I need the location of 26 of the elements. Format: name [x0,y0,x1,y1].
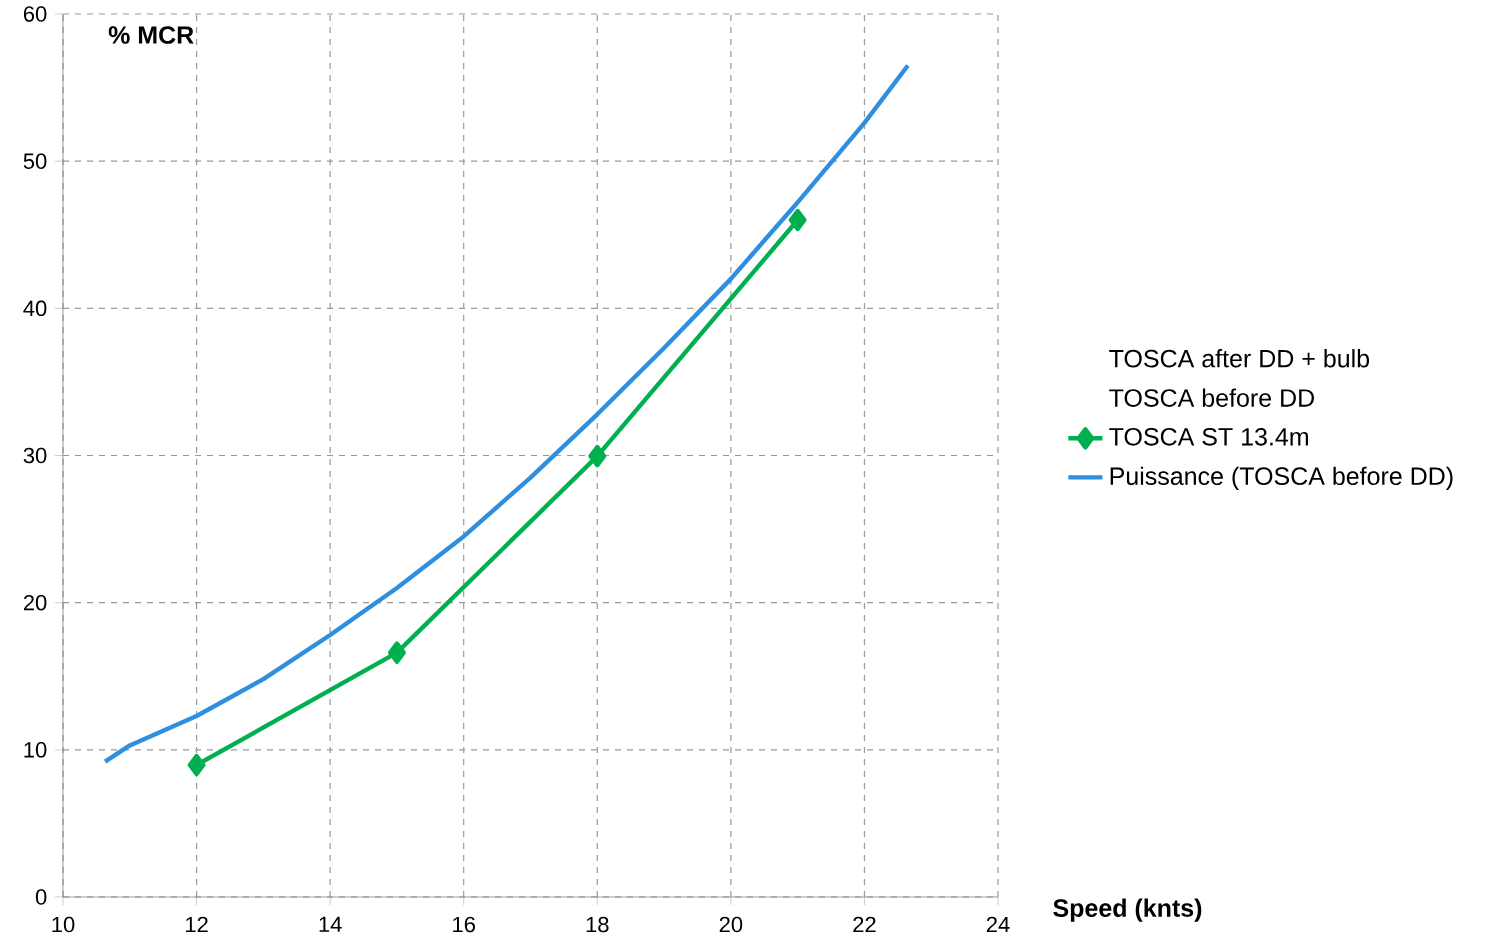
y-tick-label: 0 [35,889,47,905]
y-tick-label: 20 [23,594,47,611]
y-tick-label: 60 [23,6,47,22]
x-tick-label: 22 [853,916,876,933]
x-tick-label: 24 [986,916,1010,933]
y-tick-label: 30 [23,447,47,464]
y-tick-label: 10 [24,742,47,758]
x-tick-label: 12 [186,916,208,933]
text: TOSCA after DD + bulb [1109,349,1370,368]
point [588,444,607,468]
line-series [102,63,911,764]
y-tick-label: 40 [23,300,47,317]
legend-label: Puissance (TOSCA before DD) [1110,466,1453,490]
point [387,641,406,664]
x-tick-label: 10 [52,916,75,933]
x-tick-label: 18 [586,916,609,933]
y-axis-title: % MCR [108,26,194,44]
legend-label: TOSCA ST 13.4m [1109,427,1308,446]
x-tick-label: 20 [719,916,743,933]
x-axis-title: Speed (knts) [1053,898,1202,922]
y-tick-label: 50 [23,153,47,169]
x-tick-label: 16 [453,916,475,933]
text: TOSCA before DD [1109,388,1314,407]
point [187,753,206,777]
point [788,208,807,232]
x-tick-label: 14 [319,916,342,932]
